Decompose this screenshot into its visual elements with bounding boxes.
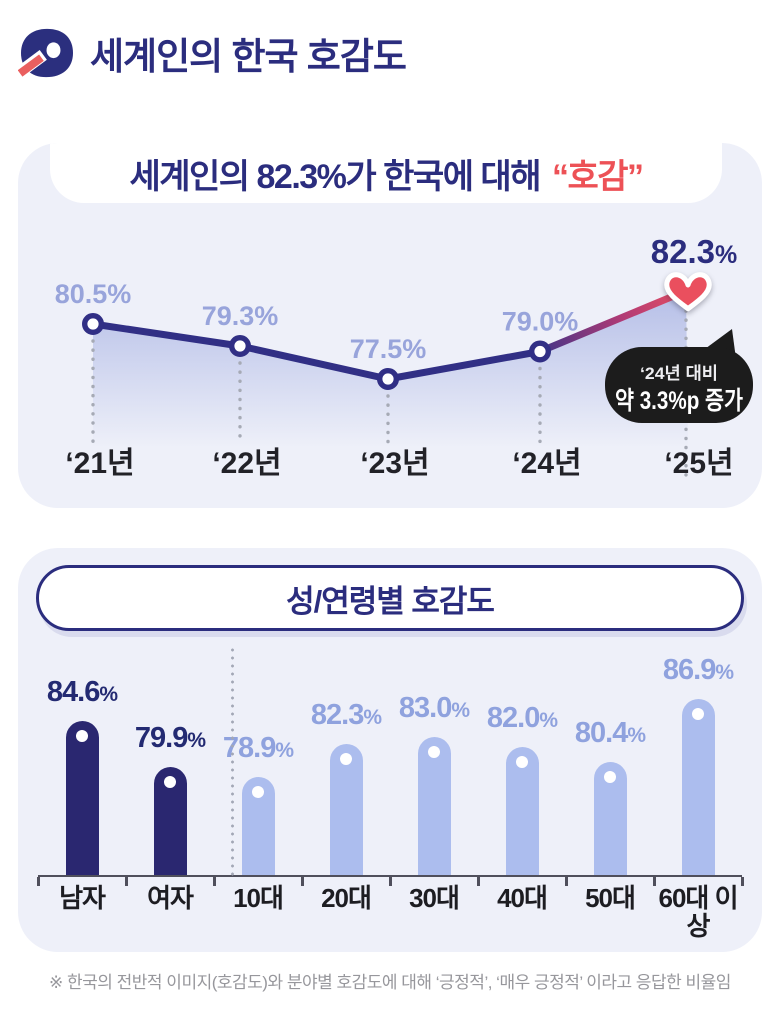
callout-line1: ‘24년 대비	[640, 364, 718, 383]
axis-tick	[565, 877, 568, 886]
bar-dot	[252, 786, 264, 798]
page-header: 세계인의 한국 호감도	[18, 26, 762, 80]
bar-category-label: 남자	[59, 883, 106, 913]
bar-value-label: 82.0%	[486, 702, 558, 734]
value-label: 80.5%	[55, 279, 132, 309]
bar	[241, 777, 275, 875]
trend-card-title-tab: 세계인의 82.3%가 한국에 대해 “호감”	[50, 143, 722, 203]
heart-icon	[664, 272, 712, 312]
bar-column: 82.0%	[478, 641, 566, 875]
value-label: 79.0%	[502, 307, 579, 337]
bar-column: 83.0%	[390, 641, 478, 875]
bar-dot	[340, 753, 352, 765]
value-label: 77.5%	[350, 334, 427, 364]
axis-tick	[389, 877, 392, 886]
year-label: ‘21년	[65, 447, 134, 480]
trend-title-text: 세계인의 82.3%가 한국에 대해	[129, 157, 541, 196]
data-point-marker	[377, 367, 400, 390]
year-label: ‘22년	[212, 447, 281, 480]
bar-value-label: 86.9%	[662, 654, 734, 686]
bar-category-label: 40대	[497, 883, 548, 913]
bar-value-label: 82.3%	[310, 699, 382, 731]
bar	[153, 767, 187, 875]
bar-column: 86.9%	[654, 641, 742, 875]
bar-category-label: 20대	[321, 883, 372, 913]
trend-line	[92, 320, 541, 383]
bar-value-label: 79.9%	[134, 722, 206, 754]
bar-column: 78.9%	[214, 641, 302, 875]
bar	[593, 762, 627, 875]
bar-category-label: 여자	[147, 883, 194, 913]
bar-value-label: 84.6%	[46, 676, 118, 708]
bar-column: 79.9%	[126, 641, 214, 875]
trend-title-highlight: “호감”	[551, 157, 644, 196]
bar	[505, 747, 539, 875]
bar-column: 80.4%	[566, 641, 654, 875]
axis-tick	[213, 877, 216, 886]
axis-tick	[301, 877, 304, 886]
bar-column: 82.3%	[302, 641, 390, 875]
data-point-marker	[529, 340, 552, 363]
axis-tick	[477, 877, 480, 886]
bar-category-label: 60대 이상	[658, 883, 739, 942]
page-title: 세계인의 한국 호감도	[90, 36, 407, 77]
trend-area	[93, 291, 688, 446]
bar-category-label: 30대	[409, 883, 460, 913]
bar-dot	[164, 776, 176, 788]
gender-age-title-pill: 성/연령별 호감도	[36, 565, 744, 631]
gender-age-divider-line	[231, 646, 234, 876]
bar	[681, 699, 715, 875]
bar-value-label: 80.4%	[574, 717, 646, 749]
bar-dot	[428, 746, 440, 758]
bar-dot	[692, 708, 704, 720]
value-label: 79.3%	[202, 301, 279, 331]
category-labels-row: 남자 여자 10대 20대 30대 40대 50대 60대 이상	[38, 877, 742, 940]
bar-category-label: 50대	[585, 883, 636, 913]
callout-bubble: ‘24년 대비약 3.3%p 증가	[605, 329, 753, 423]
bar-value-label: 83.0%	[398, 692, 470, 724]
year-label: ‘25년	[664, 447, 733, 480]
year-label: ‘23년	[360, 447, 429, 480]
bar	[329, 744, 363, 875]
bar-dot	[516, 756, 528, 768]
baseline-axis	[37, 875, 744, 886]
infographic-root: 세계인의 한국 호감도 세계인의 82.3%가 한국에 대해 “호감” 80.5%…	[18, 26, 762, 992]
axis-tick	[653, 877, 656, 886]
bar	[65, 721, 99, 875]
data-point-marker	[81, 312, 104, 335]
bar-column: 84.6%	[38, 641, 126, 875]
gender-age-card: 성/연령별 호감도 84.6% 79.9% 78.9% 82.3% 83.0% 82.0%…	[18, 548, 762, 952]
bar-dot	[604, 771, 616, 783]
axis-tick	[37, 877, 40, 886]
trend-card: 세계인의 82.3%가 한국에 대해 “호감” 80.5% 79.3% 77.5% 79…	[18, 143, 762, 508]
data-point-marker	[228, 334, 251, 357]
value-label-highlight: 82.3%	[651, 233, 737, 270]
bar	[417, 737, 451, 875]
trend-line-rise	[536, 286, 692, 355]
bar-category-label: 10대	[233, 883, 284, 913]
brand-logo-icon	[18, 28, 73, 79]
footnote: ※ 한국의 전반적 이미지(호감도)와 분야별 호감도에 대해 ‘긍정적’, ‘…	[49, 973, 731, 992]
callout-line2: 약 3.3%p 증가	[615, 387, 743, 415]
gender-age-title: 성/연령별 호감도	[286, 583, 495, 619]
year-label: ‘24년	[512, 447, 581, 480]
axis-tick	[741, 877, 744, 886]
bar-dot	[76, 730, 88, 742]
bars-row: 84.6% 79.9% 78.9% 82.3% 83.0% 82.0% 80.4% 86.9%	[38, 641, 742, 875]
trend-card-title: 세계인의 82.3%가 한국에 대해 “호감”	[129, 149, 644, 198]
gender-age-bar-chart: 84.6% 79.9% 78.9% 82.3% 83.0% 82.0% 80.4% 86.9%…	[18, 641, 762, 940]
axis-tick	[125, 877, 128, 886]
